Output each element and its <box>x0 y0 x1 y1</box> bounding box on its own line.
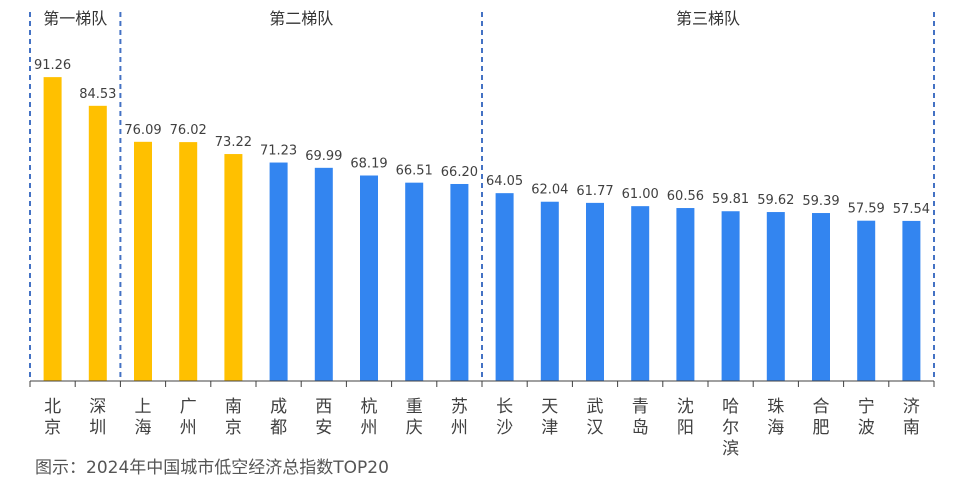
x-tick-label: 合肥 <box>813 397 830 438</box>
x-tick-label: 长沙 <box>496 397 513 438</box>
x-tick-label: 济南 <box>903 397 920 438</box>
data-label: 84.53 <box>79 87 116 102</box>
data-label: 69.99 <box>305 149 342 164</box>
x-tick-label: 天津 <box>541 397 558 438</box>
data-label: 66.20 <box>441 165 478 180</box>
tier-label: 第二梯队 <box>269 9 333 28</box>
x-tick-label: 武汉 <box>587 397 604 438</box>
bar <box>902 220 921 381</box>
x-tick-label: 青岛 <box>632 397 649 438</box>
x-tick-label: 北京 <box>44 397 61 438</box>
x-tick-label: 深圳 <box>89 397 106 438</box>
bar <box>540 201 559 381</box>
data-label: 60.56 <box>667 189 704 204</box>
bar <box>405 182 424 381</box>
bar <box>495 193 514 381</box>
data-label: 68.19 <box>350 157 387 172</box>
data-label: 59.81 <box>712 192 749 207</box>
data-label: 91.26 <box>34 58 71 73</box>
bar <box>766 212 785 381</box>
x-tick-label: 上海 <box>135 397 152 438</box>
x-tick-label: 杭州 <box>361 397 378 438</box>
tier-label: 第一梯队 <box>43 9 107 28</box>
x-tick-label: 广州 <box>180 397 197 438</box>
bar <box>360 175 378 381</box>
bar <box>450 183 469 381</box>
bar <box>269 162 288 381</box>
x-tick-label: 西安 <box>315 397 332 438</box>
bar <box>676 208 695 381</box>
x-tick-label: 成都 <box>270 397 287 438</box>
data-label: 76.09 <box>124 123 161 138</box>
x-tick-label: 南京 <box>225 397 242 438</box>
data-label: 66.51 <box>396 164 433 179</box>
x-tick-label: 珠海 <box>767 397 784 438</box>
bar <box>857 220 876 381</box>
data-label: 57.59 <box>848 202 885 217</box>
data-label: 59.62 <box>757 193 794 208</box>
chart-caption: 图示：2024年中国城市低空经济总指数TOP20 <box>35 458 389 478</box>
bar <box>812 213 830 381</box>
bar <box>179 142 198 381</box>
data-label: 71.23 <box>260 144 297 159</box>
bar <box>314 167 333 381</box>
x-tick-label: 沈阳 <box>677 397 694 438</box>
x-tick-label: 重庆 <box>406 397 423 438</box>
bar <box>224 154 243 381</box>
data-label: 73.22 <box>215 135 252 150</box>
data-label: 59.39 <box>802 194 839 209</box>
data-label: 61.00 <box>622 187 659 202</box>
data-label: 76.02 <box>170 123 207 138</box>
data-label: 61.77 <box>576 184 613 199</box>
bar <box>43 77 62 381</box>
bar <box>586 202 604 381</box>
data-label: 64.05 <box>486 174 523 189</box>
data-label: 57.54 <box>893 202 930 217</box>
tier-label: 第三梯队 <box>676 9 740 28</box>
x-tick-label: 哈尔滨 <box>722 397 739 459</box>
bar <box>721 211 740 381</box>
bar <box>134 141 152 381</box>
bar <box>631 206 650 381</box>
x-tick-label: 宁波 <box>858 397 875 438</box>
data-label: 62.04 <box>531 183 568 198</box>
bar <box>88 105 107 381</box>
x-tick-label: 苏州 <box>451 397 468 438</box>
